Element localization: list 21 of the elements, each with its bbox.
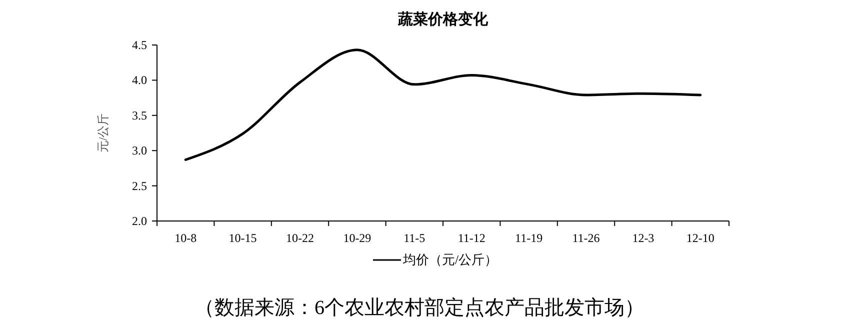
x-tick-label: 12-3: [632, 231, 654, 245]
x-tick-label: 10-8: [174, 231, 197, 245]
x-tick-label: 12-10: [686, 231, 714, 245]
y-tick-label: 3.5: [132, 108, 147, 122]
line-series: [184, 48, 702, 161]
x-tick-label: 10-22: [286, 231, 314, 245]
y-tick-label: 2.5: [132, 178, 147, 193]
legend-label: 均价（元/公斤）: [402, 252, 498, 267]
y-tick-label: 2.0: [132, 214, 147, 228]
chart-title: 蔬菜价格变化: [397, 10, 489, 28]
y-tick-label: 4.5: [132, 38, 147, 52]
x-tick-label: 11-19: [515, 231, 543, 245]
y-tick-label: 4.0: [132, 73, 147, 88]
y-tick-label: 3.0: [132, 144, 147, 158]
y-axis-title: 元/公斤: [96, 113, 110, 153]
text: （数据来源：6个农业农村部定点农产品批发市场）: [194, 297, 644, 319]
x-tick-label: 10-15: [228, 231, 257, 245]
x-tick-label: 11-5: [404, 231, 426, 245]
x-tick-label: 11-12: [458, 231, 486, 245]
x-tick-label: 10-29: [343, 231, 372, 245]
x-tick-label: 11-26: [572, 231, 600, 245]
